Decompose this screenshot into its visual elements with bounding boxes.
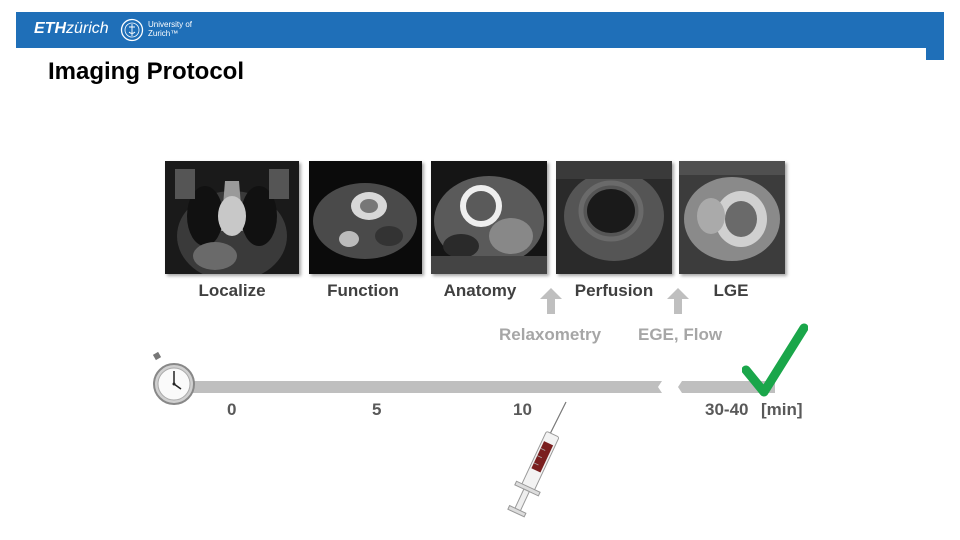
perfusion-image — [556, 161, 672, 274]
anatomy-image — [431, 161, 547, 274]
uzh-logo: University of Zurich™ — [148, 20, 193, 38]
timeline-unit: [min] — [761, 400, 803, 419]
syringe-icon — [507, 401, 567, 518]
timeline-bar — [170, 381, 775, 393]
relaxometry-label: Relaxometry — [499, 325, 602, 344]
lge-image — [679, 161, 785, 274]
eth-logo: ETHzürich — [34, 20, 109, 37]
page-title: Imaging Protocol — [48, 58, 245, 85]
stopwatch-icon — [152, 351, 195, 405]
step-label-localize: Localize — [198, 281, 266, 300]
uzh-seal-icon — [120, 18, 144, 42]
up-arrow-icon — [540, 288, 562, 314]
tick-5: 5 — [372, 400, 382, 419]
ege-flow-label: EGE, Flow — [638, 325, 723, 344]
step-label-function: Function — [327, 281, 399, 300]
function-image — [309, 161, 422, 274]
up-arrow-icon — [667, 288, 689, 314]
step-label-perfusion: Perfusion — [574, 281, 654, 300]
header-bar — [16, 12, 944, 48]
tick-0: 0 — [227, 400, 237, 419]
tick-30-40: 30-40 — [705, 400, 749, 419]
step-label-lge: LGE — [713, 281, 749, 300]
header-accent — [926, 48, 944, 60]
localize-image — [165, 161, 299, 274]
checkmark-icon — [742, 323, 808, 397]
tick-10: 10 — [513, 400, 532, 419]
step-label-anatomy: Anatomy — [443, 281, 517, 300]
